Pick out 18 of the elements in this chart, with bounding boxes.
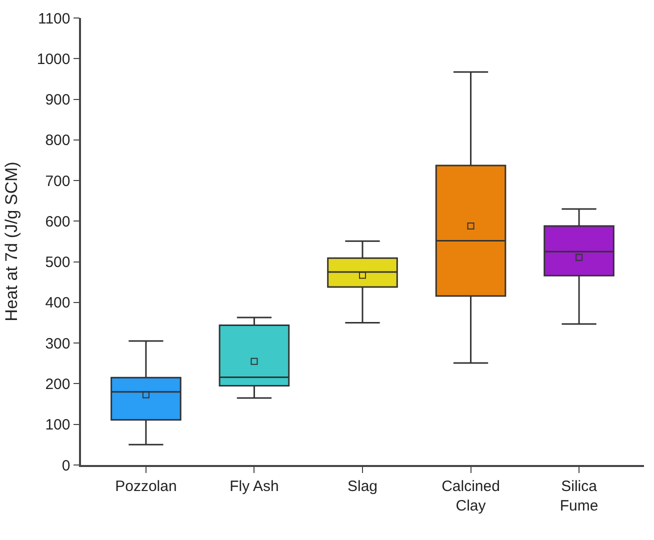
x-tick-label: Fly Ash: [230, 478, 279, 495]
y-tick-label: 1000: [36, 50, 70, 68]
y-tick-label: 200: [45, 376, 70, 393]
y-axis-title: Heat at 7d (J/g SCM): [2, 162, 21, 322]
y-tick-label: 1100: [38, 10, 70, 28]
x-tick-label: Slag: [347, 478, 378, 495]
y-tick-label: 400: [45, 294, 70, 312]
y-tick-label: 800: [45, 132, 70, 150]
y-tick-label: 0: [62, 457, 70, 474]
y-tick-label: 700: [45, 172, 70, 190]
y-tick-label: 600: [45, 213, 70, 230]
y-tick-label: 900: [45, 92, 70, 109]
y-tick-label: 500: [45, 254, 70, 272]
x-tick-label: Calcined Clay: [442, 478, 500, 514]
x-tick-label: Silica Fume: [560, 478, 598, 514]
y-tick-label: 100: [45, 416, 70, 434]
x-tick-label: Pozzolan: [115, 478, 177, 495]
y-tick-label: 300: [45, 335, 70, 352]
